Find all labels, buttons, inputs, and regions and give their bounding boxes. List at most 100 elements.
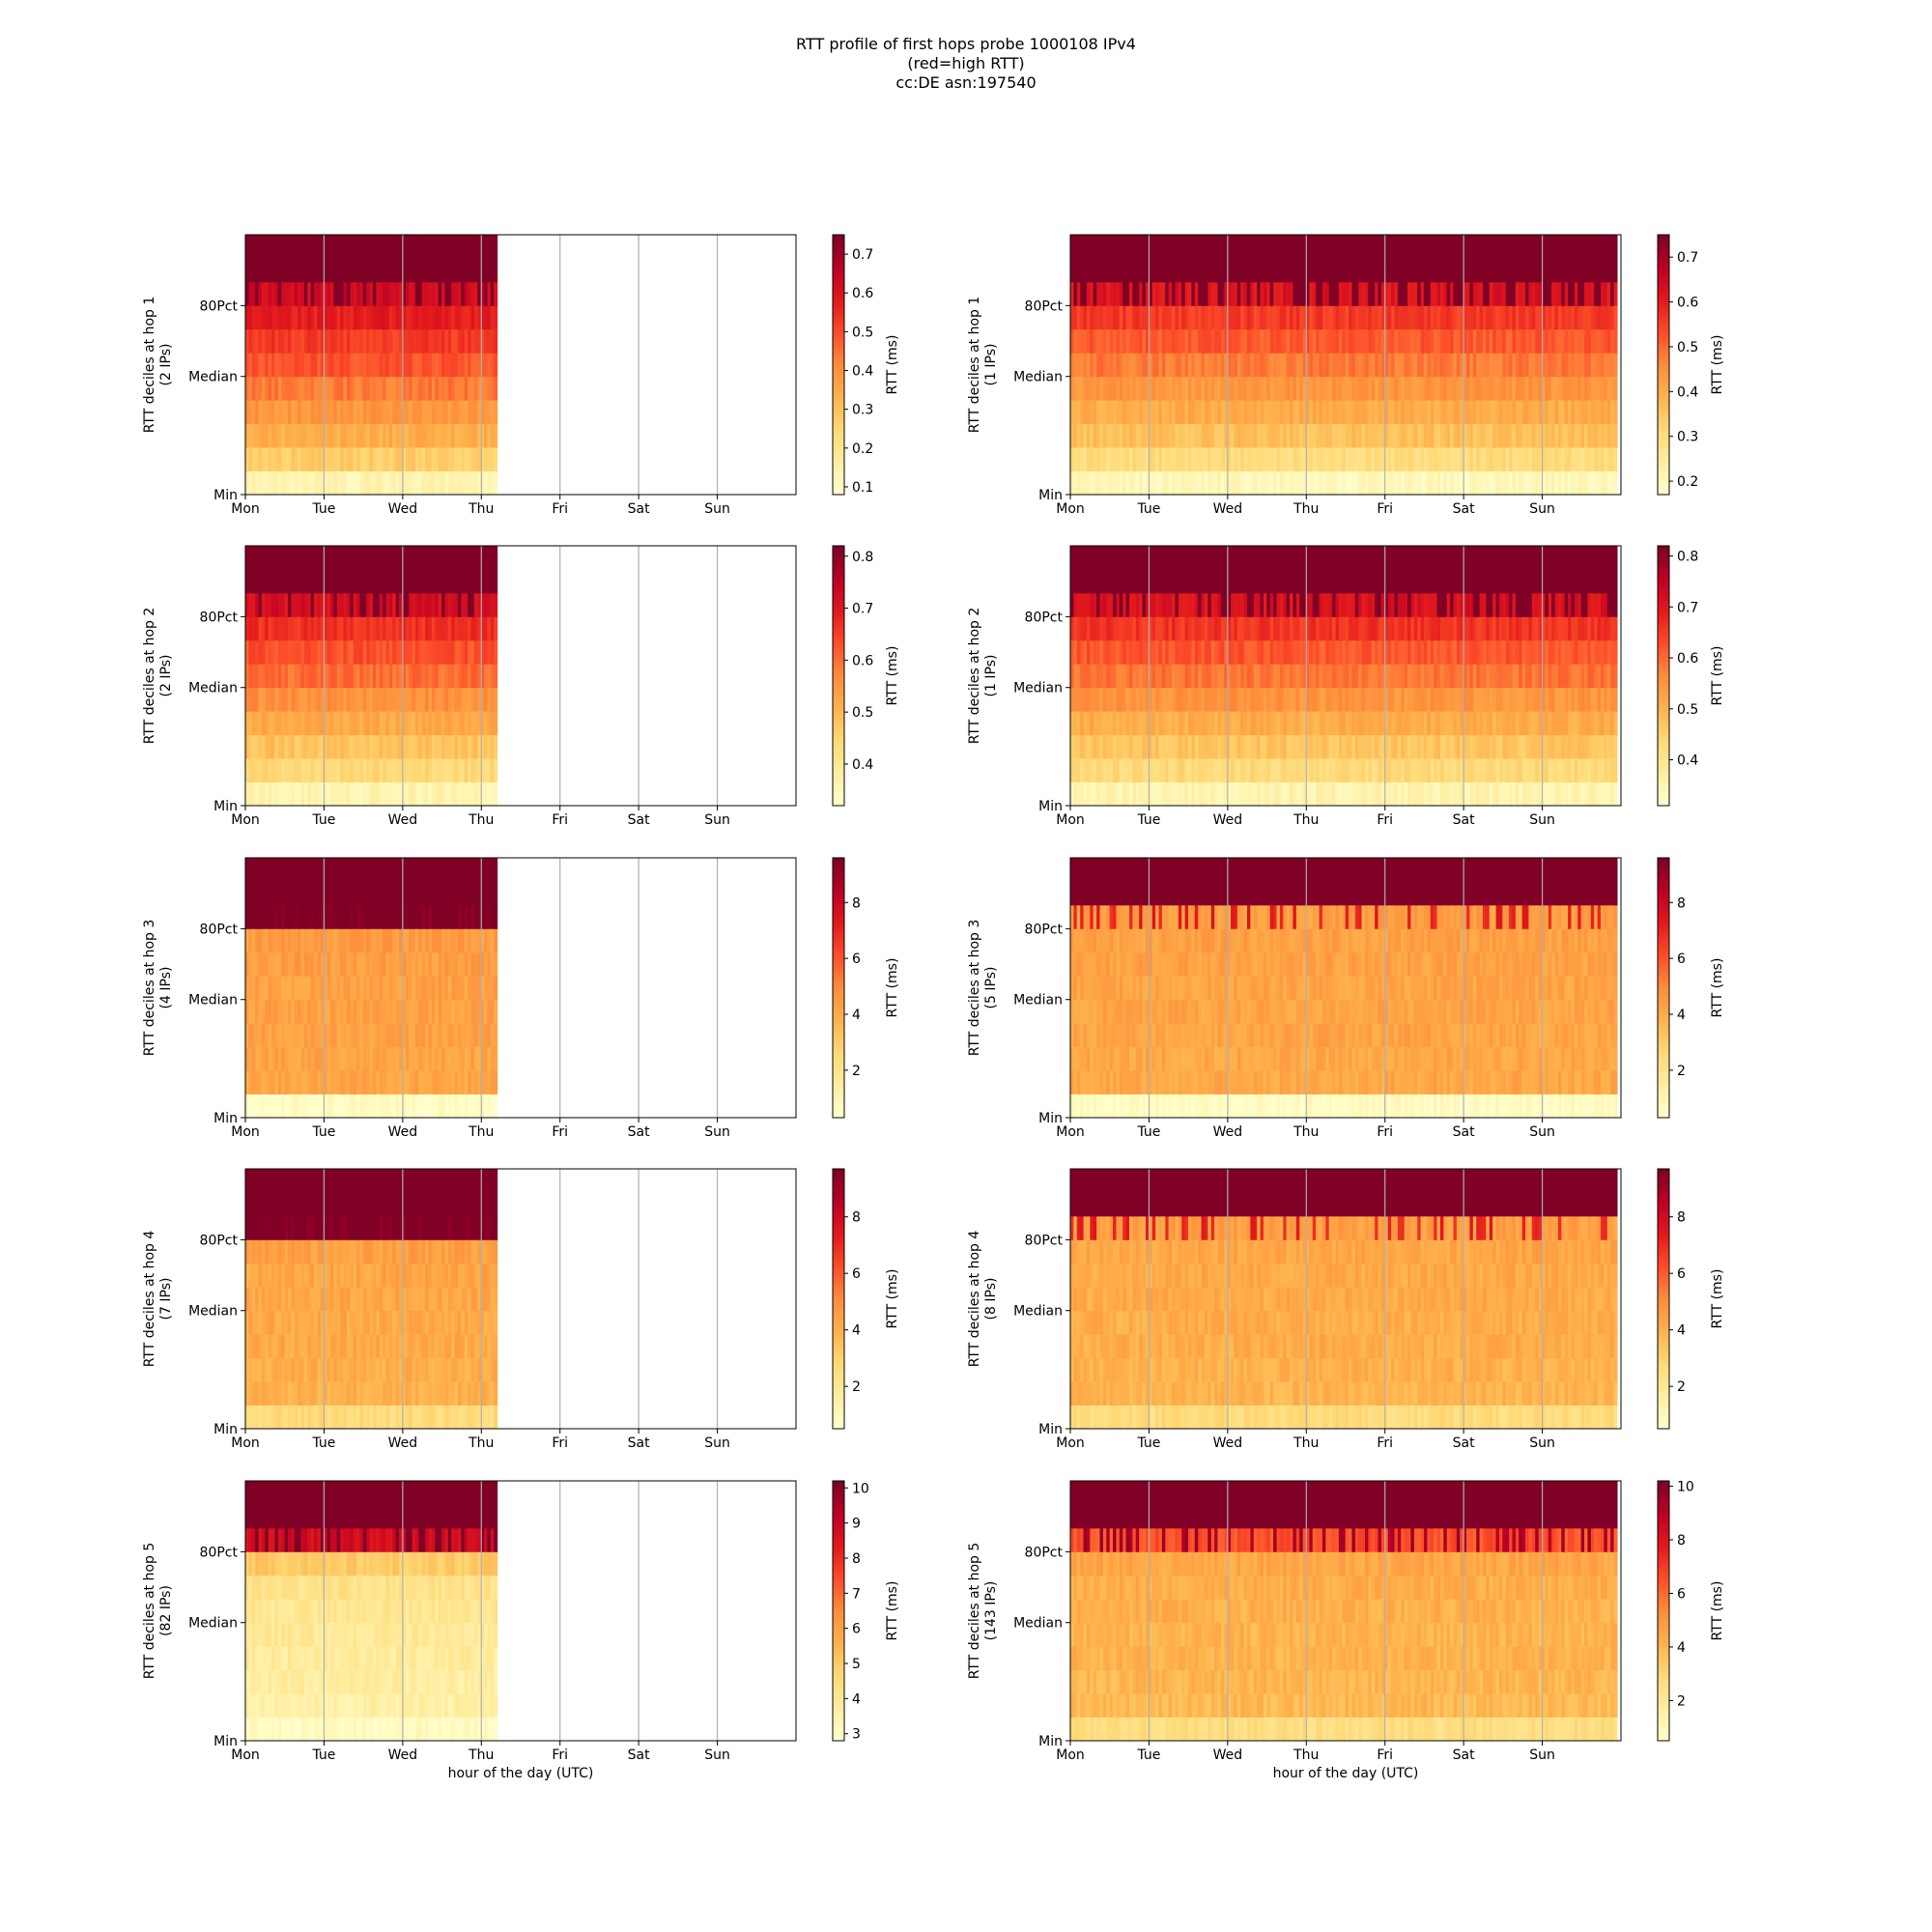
heatmap-cell [1240, 758, 1245, 782]
heatmap-cell [1407, 353, 1412, 378]
heatmap-cell [1135, 546, 1140, 594]
heatmap-cell [1564, 423, 1569, 448]
heatmap-cell [1168, 616, 1173, 641]
heatmap-cell [317, 305, 322, 330]
heatmap-cell [1410, 758, 1415, 782]
heatmap-cell [1564, 328, 1569, 354]
heatmap-cell [271, 616, 276, 641]
heatmap-cell [405, 376, 410, 401]
heatmap-cell [268, 305, 272, 330]
heatmap-cell [1469, 470, 1474, 496]
heatmap-cell [1204, 734, 1208, 759]
heatmap-cell [1257, 758, 1262, 782]
heatmap-cell [1439, 711, 1444, 736]
heatmap-cell [1338, 711, 1343, 736]
heatmap-cell [1293, 639, 1297, 665]
heatmap-cell [1338, 447, 1343, 471]
heatmap-cell [457, 734, 462, 759]
heatmap-cell [1519, 664, 1523, 689]
heatmap-cell [1122, 664, 1127, 689]
heatmap-cell [1401, 470, 1406, 496]
heatmap-cell [1466, 305, 1471, 330]
heatmap-cell [274, 353, 279, 378]
heatmap-cell [494, 353, 498, 378]
colorbar-step [833, 411, 844, 414]
heatmap-cell [369, 235, 374, 283]
heatmap-cell [1456, 235, 1461, 283]
colorbar-step [1658, 364, 1669, 368]
heatmap-cell [1168, 664, 1173, 689]
heatmap-cell [1505, 711, 1510, 736]
heatmap-cell [277, 639, 282, 665]
heatmap-cell [1161, 305, 1166, 330]
heatmap-cell [1149, 235, 1153, 283]
heatmap-cell [1380, 470, 1385, 496]
heatmap-cell [1509, 734, 1514, 759]
heatmap-cell [441, 639, 446, 665]
heatmap-cell [1519, 687, 1523, 712]
heatmap-cell [383, 734, 387, 759]
heatmap-cell [1401, 711, 1406, 736]
heatmap-cell [1371, 687, 1376, 712]
heatmap-cell [444, 305, 449, 330]
heatmap-cell [470, 734, 475, 759]
colorbar-step [1658, 437, 1669, 440]
heatmap-cell [1335, 664, 1340, 689]
heatmap-cell [447, 616, 452, 641]
heatmap-cell [1472, 781, 1477, 807]
heatmap-cell [1093, 447, 1097, 471]
heatmap-cell [1587, 281, 1592, 306]
heatmap-cell [1338, 758, 1343, 782]
heatmap-cell [1515, 734, 1520, 759]
heatmap-cell [1168, 447, 1173, 471]
heatmap-cell [1210, 235, 1215, 283]
heatmap-cell [265, 400, 270, 425]
colorbar-step [833, 266, 844, 270]
heatmap-cell [1325, 639, 1330, 665]
heatmap-cell [1273, 305, 1278, 330]
heatmap-cell [441, 711, 446, 736]
heatmap-cell [1155, 423, 1160, 448]
x-tick-label: Tue [311, 812, 335, 828]
heatmap-cell [281, 447, 286, 471]
heatmap-cell [1495, 592, 1500, 617]
heatmap-cell [1188, 328, 1192, 354]
heatmap-cell [1571, 281, 1576, 306]
heatmap-cell [346, 758, 351, 782]
heatmap-cell [1231, 734, 1236, 759]
heatmap-cell [1253, 328, 1258, 354]
heatmap-cell [1361, 328, 1366, 354]
heatmap-cell [1413, 305, 1418, 330]
heatmap-cell [340, 616, 345, 641]
heatmap-cell [388, 423, 393, 448]
heatmap-cell [1328, 235, 1333, 283]
heatmap-cell [1410, 781, 1415, 807]
heatmap-cell [1423, 447, 1428, 471]
heatmap-cell [1099, 734, 1104, 759]
heatmap-cell [428, 470, 433, 496]
heatmap-cell [1515, 328, 1520, 354]
heatmap-cell [1380, 781, 1385, 807]
heatmap-cell [271, 592, 276, 617]
heatmap-cell [1328, 447, 1333, 471]
heatmap-cell [1070, 328, 1074, 354]
heatmap-cell [1368, 758, 1373, 782]
heatmap-cell [1358, 711, 1363, 736]
heatmap-cell [1486, 376, 1491, 401]
heatmap-cell [1231, 781, 1236, 807]
heatmap-cell [1443, 447, 1448, 471]
heatmap-cell [1354, 616, 1359, 641]
x-tick-label: Sun [704, 501, 730, 517]
colorbar-step [833, 742, 844, 746]
heatmap-cell [1220, 376, 1225, 401]
heatmap-cell [372, 711, 377, 736]
heatmap-cell [1135, 235, 1140, 283]
heatmap-cell [1397, 734, 1402, 759]
heatmap-cell [1208, 639, 1212, 665]
heatmap-cell [1309, 639, 1314, 665]
heatmap-cell [1427, 235, 1432, 283]
heatmap-cell [1243, 423, 1248, 448]
heatmap-cell [1295, 353, 1300, 378]
heatmap-cell [1240, 664, 1245, 689]
heatmap-cell [1328, 734, 1333, 759]
